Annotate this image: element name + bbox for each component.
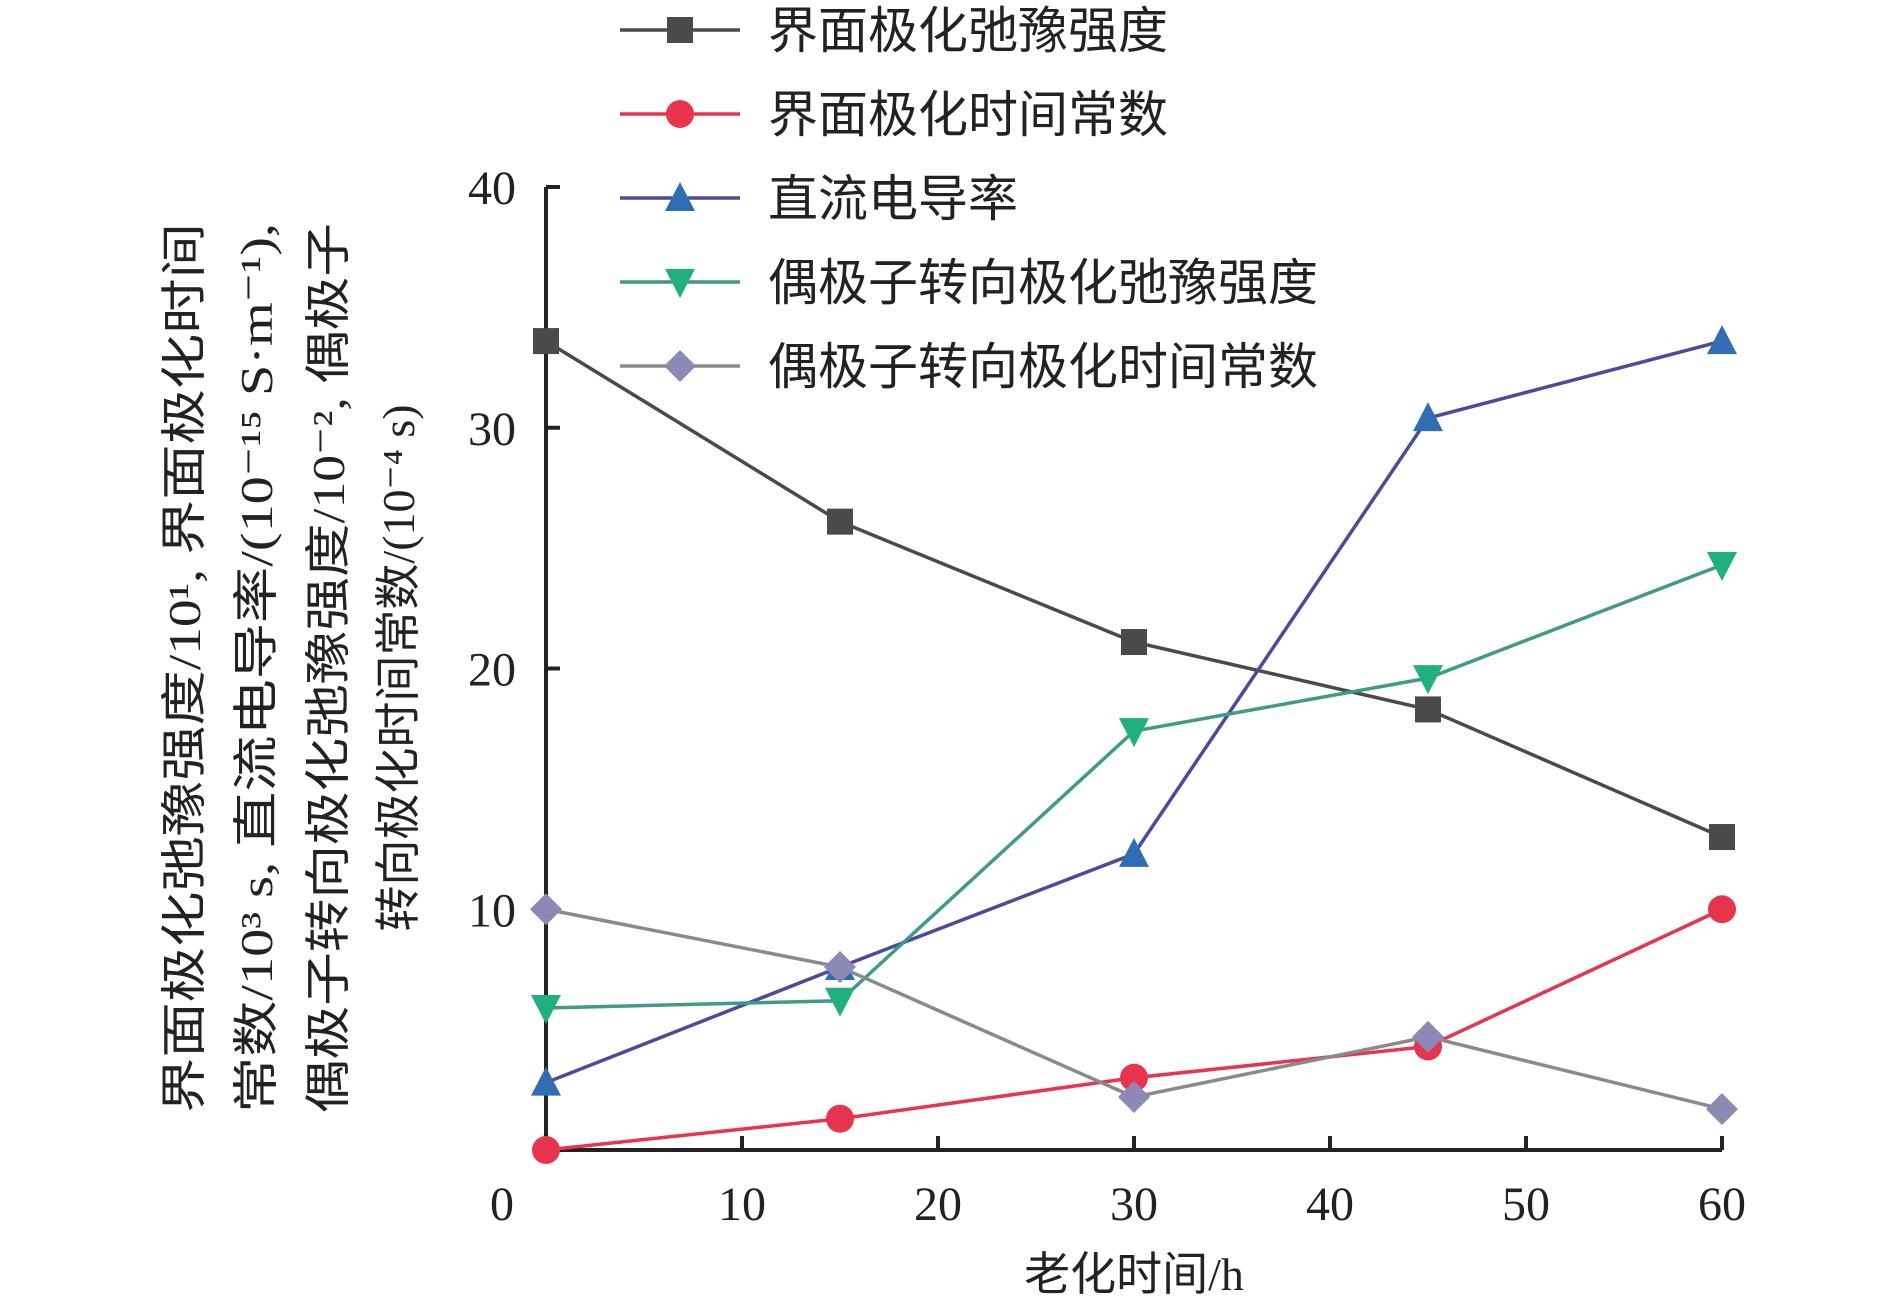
x-tick-label-0: 0: [490, 1178, 514, 1231]
y-axis-title: 界面极化弛豫强度/10¹, 界面极化时间 常数/10³ s, 直流电导率/(10⁻…: [159, 223, 424, 1113]
legend-item-1: 界面极化弛豫强度: [620, 3, 1168, 59]
legend-swatch-marker-5: [664, 350, 696, 382]
series-3-point-5: [1707, 325, 1737, 355]
y-axis-title-line-4: 转向极化时间常数/(10⁻⁴ s): [373, 404, 424, 931]
series-1-point-1: [533, 328, 559, 355]
x-tick-label-20: 20: [914, 1178, 962, 1231]
x-tick-label-10: 10: [718, 1178, 766, 1231]
series-4: [531, 551, 1737, 1024]
series-2-point-5: [1708, 895, 1736, 924]
ticks: 0 10 20 30 40 50 60 10 20 30 40: [468, 162, 1746, 1231]
series-5-point-4: [1412, 1020, 1444, 1053]
y-tick-label-40: 40: [468, 162, 516, 215]
axes: [544, 187, 1722, 1152]
legend-swatch-marker-1: [667, 17, 693, 43]
series-1-point-3: [1121, 629, 1147, 656]
series-5-point-1: [530, 893, 562, 926]
series-4-point-5: [1707, 551, 1737, 581]
series-1-point-2: [827, 508, 853, 535]
series-4-point-1: [531, 994, 561, 1024]
y-tick-label-10: 10: [468, 884, 516, 937]
y-tick-label-20: 20: [468, 644, 516, 697]
series-5-point-3: [1118, 1081, 1150, 1114]
series-2: [532, 895, 1736, 1164]
legend-swatch-marker-4: [665, 269, 695, 298]
x-tick-label-30: 30: [1110, 1178, 1158, 1231]
legend-item-5: 偶极子转向极化时间常数: [620, 339, 1318, 395]
series-3-point-4: [1413, 402, 1443, 432]
y-tick-label-30: 30: [468, 403, 516, 456]
series-2-point-2: [826, 1104, 854, 1133]
series-5-point-2: [824, 951, 856, 984]
series-2-point-3: [1120, 1063, 1148, 1092]
series-3: [531, 325, 1737, 1096]
legend-swatch-marker-2: [666, 100, 694, 128]
series-5-point-5: [1706, 1093, 1738, 1126]
legend: 界面极化弛豫强度界面极化时间常数直流电导率偶极子转向极化弛豫强度偶极子转向极化时…: [620, 3, 1318, 395]
series-4-point-4: [1413, 665, 1443, 695]
legend-label-3: 直流电导率: [768, 171, 1018, 227]
series-4-point-3: [1119, 718, 1149, 748]
series-3-line: [545, 339, 1723, 1085]
series-2-point-1: [532, 1136, 560, 1164]
series-1-line: [545, 339, 1723, 839]
x-tick-label-50: 50: [1502, 1178, 1550, 1231]
legend-label-1: 界面极化弛豫强度: [768, 3, 1168, 59]
legend-item-2: 界面极化时间常数: [620, 87, 1168, 143]
series-4-point-2: [825, 987, 855, 1017]
legend-swatch-marker-3: [665, 182, 695, 211]
x-tick-label-60: 60: [1698, 1178, 1746, 1231]
x-axis-title: 老化时间/h: [1024, 1249, 1244, 1300]
x-tick-label-40: 40: [1306, 1178, 1354, 1231]
legend-item-3: 直流电导率: [620, 171, 1018, 227]
legend-label-4: 偶极子转向极化弛豫强度: [768, 255, 1318, 311]
legend-label-5: 偶极子转向极化时间常数: [768, 339, 1318, 395]
series-layer: [530, 325, 1738, 1164]
series-3-point-1: [531, 1066, 561, 1096]
y-axis-title-line-3: 偶极子转向极化弛豫强度/10⁻², 偶极子: [303, 223, 354, 1113]
series-1-point-4: [1415, 696, 1441, 723]
legend-label-2: 界面极化时间常数: [768, 87, 1168, 143]
series-1: [533, 328, 1735, 851]
y-axis-title-line-1: 界面极化弛豫强度/10¹, 界面极化时间: [159, 223, 210, 1113]
series-1-point-5: [1709, 824, 1735, 851]
series-3-point-3: [1119, 837, 1149, 867]
y-axis-title-line-2: 常数/10³ s, 直流电导率/(10⁻¹⁵ S·m⁻¹),: [231, 223, 282, 1113]
series-5: [530, 893, 1738, 1126]
legend-item-4: 偶极子转向极化弛豫强度: [620, 255, 1318, 311]
